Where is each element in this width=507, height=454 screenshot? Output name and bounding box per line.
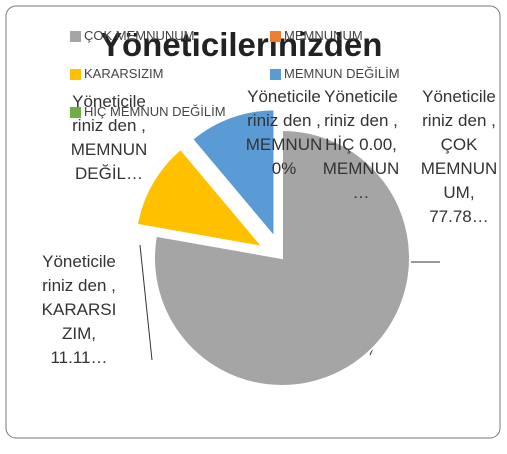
legend-text: KARARSIZIM	[84, 66, 164, 81]
chart-title: Yöneticilerinizden	[100, 26, 383, 63]
data-label: Yöneticileriniz den , MEMNUN 0%	[245, 87, 323, 178]
data-label: Yöneticileriniz den , ÇOK MEMNUNUM, 77.7…	[420, 87, 498, 226]
pie-slice	[135, 147, 266, 249]
legend-text: HİÇ MEMNUN DEĞİLİM	[84, 104, 226, 119]
leader-line	[139, 244, 153, 361]
legend-text: ÇOK MEMNUNUM	[84, 28, 195, 43]
legend-swatch	[70, 69, 81, 81]
data-label: Yöneticileriniz den , MEMNUN DEĞİL…	[70, 92, 148, 183]
legend-swatch	[70, 107, 81, 119]
legend-entry: KARARSIZIM	[70, 66, 163, 81]
pie-slice	[153, 128, 411, 387]
legend-swatch	[270, 69, 281, 81]
legend-swatch	[70, 31, 81, 43]
legend-entry: MEMNUN DEĞİLİM	[270, 66, 400, 81]
legend-text: MEMNUN DEĞİLİM	[284, 66, 400, 81]
legend-entry: MEMNUNUM	[270, 28, 363, 43]
data-label: Yöneticileriniz den , HİÇ 0.00, MEMNUN…	[322, 87, 400, 202]
legend-swatch	[270, 31, 281, 43]
legend-entry: ÇOK MEMNUNUM	[70, 28, 195, 43]
legend-text: MEMNUNUM	[284, 28, 363, 43]
legend-entry: HİÇ MEMNUN DEĞİLİM	[70, 104, 226, 119]
pie-slice	[190, 108, 276, 241]
data-label: Yöneticileriniz den , KARARSIZIM, 11.11…	[41, 252, 117, 367]
